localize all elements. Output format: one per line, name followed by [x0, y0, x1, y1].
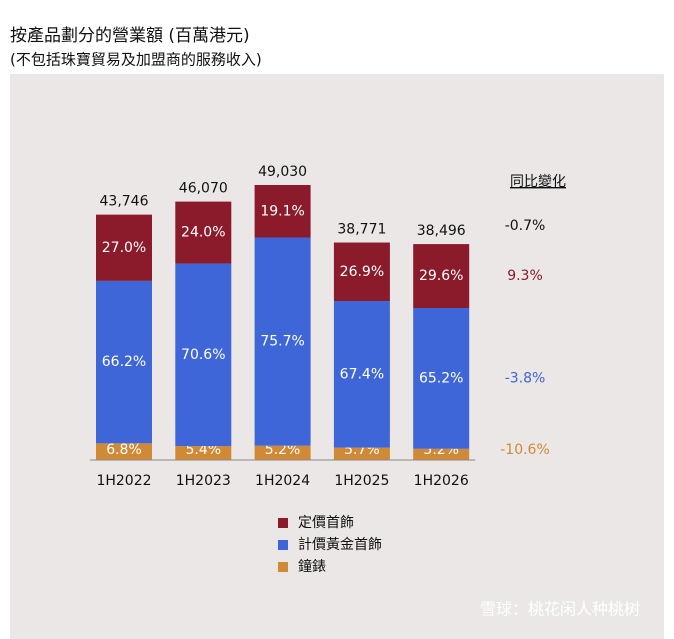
value-label: 27.0% [102, 240, 146, 256]
legend-label: 鐘錶 [298, 558, 326, 575]
yoy-title: 同比變化 [510, 174, 566, 190]
total-label: 43,746 [100, 194, 149, 210]
total-label: 46,070 [179, 181, 228, 197]
total-label: 38,496 [417, 223, 466, 239]
value-label: 29.6% [419, 268, 463, 284]
value-label: 26.9% [340, 264, 384, 280]
watermark: 雪球：桃花闲人种桃树 [480, 600, 640, 619]
x-tick-label: 1H2025 [334, 473, 389, 489]
bar-segment [175, 201, 232, 264]
bar-segment [175, 446, 232, 460]
total-label: 38,771 [337, 222, 386, 238]
bar-segment [96, 214, 152, 281]
legend-label: 計價黃金首飾 [298, 536, 382, 553]
legend-swatch [278, 540, 288, 550]
bar-segment [254, 237, 311, 446]
bar-segment [254, 445, 311, 460]
bar-segment [254, 185, 311, 238]
value-label: 67.4% [340, 366, 384, 382]
value-label: 66.2% [102, 354, 146, 370]
value-label: 65.2% [419, 370, 463, 386]
legend-swatch [278, 562, 288, 572]
bar-segment [96, 443, 152, 460]
value-label: 24.0% [181, 225, 225, 241]
bar-segment [333, 301, 390, 448]
bar-segment [413, 307, 470, 449]
value-label: 5.2% [265, 442, 301, 458]
x-tick-label: 1H2024 [255, 473, 310, 489]
value-label: 70.6% [181, 347, 225, 363]
bar-segment [413, 244, 470, 308]
bar-segment [175, 263, 232, 447]
yoy-label: -10.6% [500, 442, 550, 458]
bar-segment [96, 280, 152, 444]
value-label: 19.1% [260, 203, 304, 219]
yoy-label: -3.8% [505, 370, 546, 386]
value-label: 6.8% [106, 442, 142, 458]
bar-segment [413, 448, 470, 460]
value-label: 75.7% [260, 334, 304, 350]
chart-subtitle: (不包括珠寶貿易及加盟商的服務收入) [10, 51, 262, 69]
total-label: 49,030 [258, 164, 307, 180]
yoy-total: -0.7% [505, 218, 546, 234]
legend-swatch [278, 518, 288, 528]
yoy-label: 9.3% [507, 268, 543, 284]
chart-title: 按產品劃分的營業額 (百萬港元) [10, 26, 250, 46]
bar-segment [333, 242, 390, 302]
x-tick-label: 1H2026 [414, 473, 469, 489]
legend-label: 定價首飾 [298, 514, 354, 531]
x-tick-label: 1H2022 [96, 473, 151, 489]
x-tick-label: 1H2023 [176, 473, 231, 489]
bar-segment [333, 447, 390, 460]
